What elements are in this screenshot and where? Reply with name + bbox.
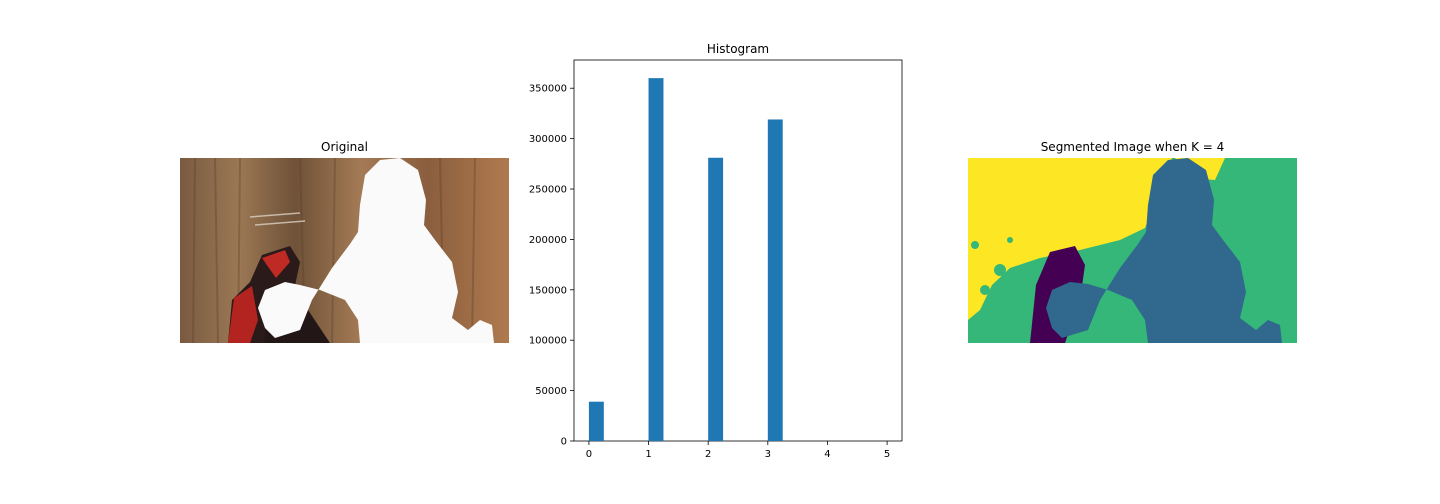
x-tick-label: 0 [586, 449, 592, 460]
segmented-title: Segmented Image when K = 4 [1040, 140, 1225, 154]
segmented-image [968, 158, 1297, 343]
x-tick-label: 1 [645, 449, 651, 460]
y-tick-label: 350000 [529, 84, 567, 95]
y-tick-label: 150000 [529, 285, 567, 296]
x-tick-label: 3 [765, 449, 771, 460]
x-axis: 0 1 2 3 4 5 [586, 441, 890, 460]
x-tick-label: 4 [824, 449, 830, 460]
bar-3 [767, 119, 783, 441]
original-title: Original [321, 140, 368, 154]
bars [588, 78, 783, 442]
y-tick-label: 250000 [529, 185, 567, 196]
y-tick-label: 300000 [529, 134, 567, 145]
x-tick-label: 2 [705, 449, 711, 460]
y-tick-label: 50000 [535, 386, 567, 397]
plot-area [573, 59, 903, 442]
bar-1 [648, 78, 664, 442]
y-tick-label: 0 [561, 437, 567, 448]
bar-0 [588, 401, 604, 441]
y-tick-label: 200000 [529, 235, 567, 246]
y-tick-label: 100000 [529, 336, 567, 347]
bar-2 [708, 157, 724, 441]
original-image [180, 158, 509, 343]
chart-title: Histogram [706, 42, 770, 56]
x-tick-label: 5 [884, 449, 890, 460]
y-axis: 0 50000 100000 150000 200000 250000 300000 3500… [529, 84, 574, 448]
